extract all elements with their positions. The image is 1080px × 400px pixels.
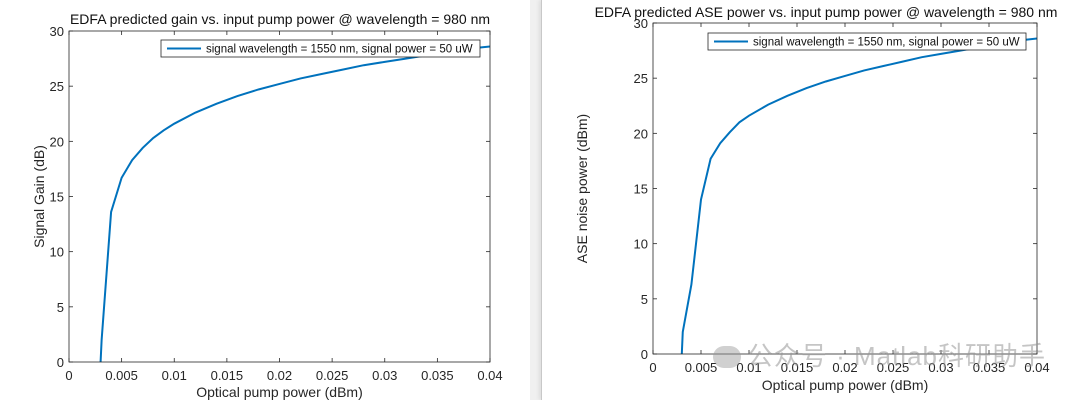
x-tick-label: 0.005 [685,360,718,375]
series-line-1 [99,45,490,362]
legend-box [160,39,481,58]
x-tick-label: 0.04 [1024,360,1049,375]
y-tick-label: 10 [50,245,64,260]
y-tick-label: 5 [641,292,648,307]
y-tick-label: 10 [634,237,648,252]
y-tick-label: 5 [57,300,64,315]
plot-area [653,23,1037,354]
y-tick-label: 30 [634,16,648,31]
y-tick-label: 20 [50,134,64,149]
x-tick-label: 0.03 [928,360,953,375]
y-tick-label: 0 [57,355,64,370]
chart-title: EDFA predicted ASE power vs. input pump … [595,4,1058,20]
x-tick-label: 0.04 [477,368,502,383]
x-tick-label: 0 [65,368,72,383]
x-tick-label: 0.025 [316,368,349,383]
x-tick-label: 0.015 [211,368,244,383]
x-tick-label: 0.005 [105,368,138,383]
y-tick-label: 0 [641,347,648,362]
gain-chart: 0 0.005 0.01 0.015 0.02 0.025 0.03 0.035 0.04 0 5 1… [31,11,503,400]
watermark: 公众号 · Matlab科研助手 [712,336,1046,373]
y-axis-label: ASE noise power (dBm) [574,114,590,263]
x-tick-label: 0.02 [832,360,857,375]
y-tick-label: 20 [634,126,648,141]
legend-label: signal wavelength = 1550 nm, signal powe… [206,44,473,56]
plot-area [69,31,490,362]
x-tick-label: 0 [649,360,656,375]
x-tick-label: 0.01 [736,360,761,375]
y-tick-label: 15 [634,182,648,197]
chart-title: EDFA predicted gain vs. input pump power… [70,11,490,27]
legend-label: signal wavelength = 1550 nm, signal powe… [753,37,1020,49]
y-tick-label: 30 [50,24,64,39]
x-axis-label: Optical pump power (dBm) [196,384,363,400]
y-tick-label: 25 [634,71,648,86]
x-tick-label: 0.03 [372,368,397,383]
x-tick-label: 0.035 [973,360,1006,375]
legend-box [707,32,1027,51]
y-tick-label: 15 [50,190,64,205]
x-tick-label: 0.015 [781,360,814,375]
x-tick-label: 0.02 [267,368,292,383]
y-tick-label: 25 [50,79,64,94]
x-axis-label: Optical pump power (dBm) [762,377,929,393]
x-tick-label: 0.025 [877,360,910,375]
x-tick-label: 0.01 [162,368,187,383]
x-tick-label: 0.035 [421,368,454,383]
ase-chart: 0 0.005 0.01 0.015 0.02 0.025 0.03 0.035 0.04 0 5 1… [574,4,1058,393]
y-axis-label: Signal Gain (dB) [31,145,47,248]
gain-figure: 0 0.005 0.01 0.015 0.02 0.025 0.03 0.035 0.04 0 5 1… [0,0,530,400]
watermark-text: 公众号 · Matlab科研助手 [746,341,1046,371]
ase-figure: 0 0.005 0.01 0.015 0.02 0.025 0.03 0.035 0.04 0 5 1… [541,0,1080,400]
wechat-logo-icon [712,346,741,368]
